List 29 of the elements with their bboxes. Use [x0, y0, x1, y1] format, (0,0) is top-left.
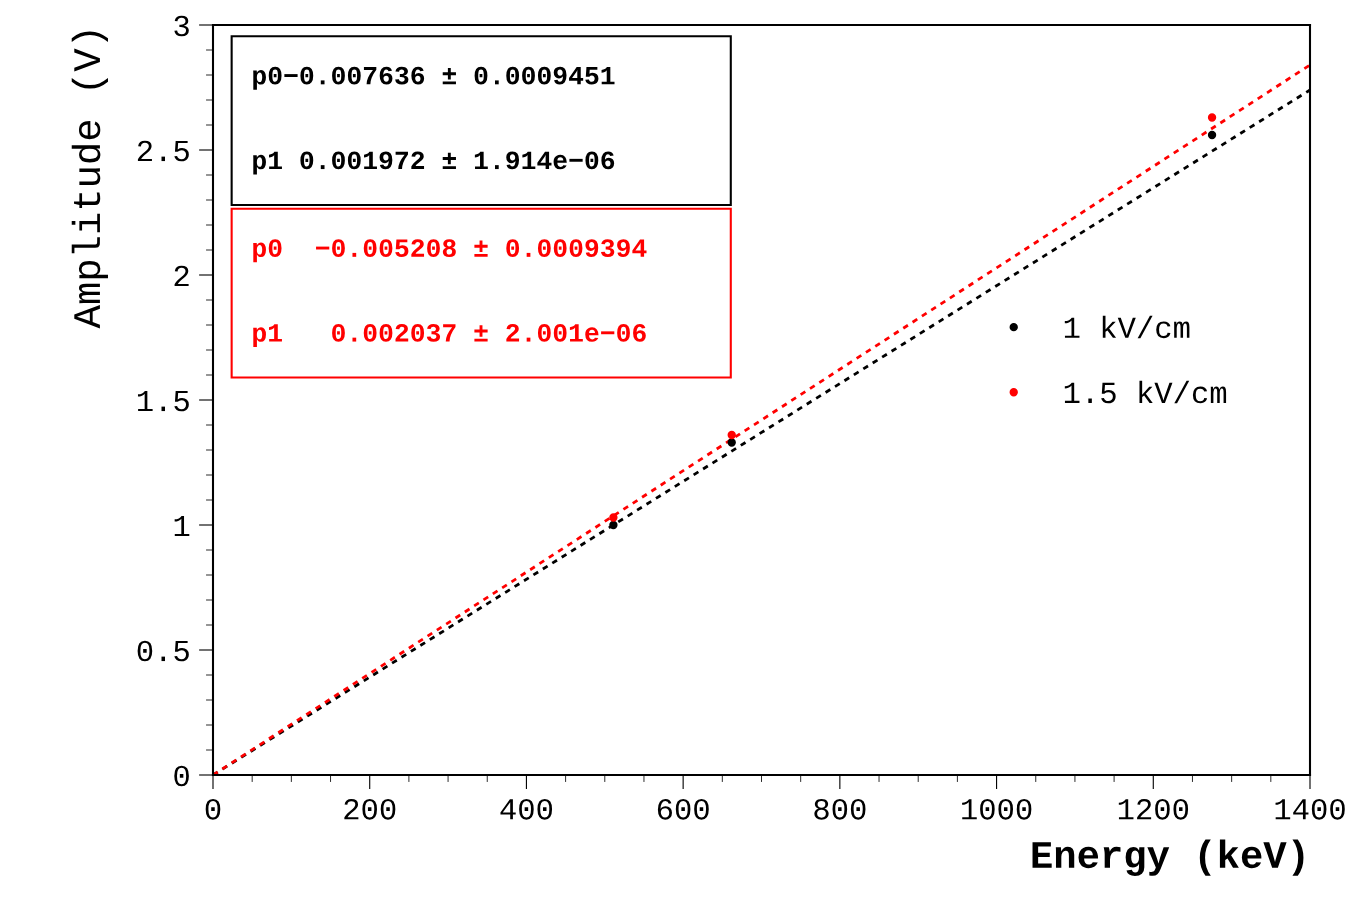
point	[1207, 130, 1217, 140]
annotation: p0−0.007636 ± 0.0009451	[253, 66, 615, 90]
x-tick-label: 200	[344, 798, 396, 820]
y-tick-label: 3	[174, 15, 189, 37]
x-tick-label: 1200	[1118, 798, 1189, 820]
x-tick-label: 1000	[962, 798, 1032, 820]
point	[1207, 113, 1217, 122]
x-tick-label: 400	[500, 798, 553, 820]
y-tick-label: 2	[174, 265, 189, 287]
x-tick-label: 1400	[1275, 798, 1345, 820]
legend-label: 1 kV/cm	[1064, 315, 1190, 339]
y-axis-title: Amplitude (V)	[71, 31, 108, 329]
annotation: p1 0.001972 ± 1.914e−06	[253, 151, 615, 175]
y-tick-label: 2.5	[137, 140, 189, 162]
point	[727, 438, 736, 447]
y-tick-label: 0	[174, 765, 189, 787]
x-tick-label: 0	[205, 798, 221, 820]
point	[609, 513, 618, 522]
x-tick-label: 600	[657, 798, 709, 820]
x-axis-title: Energy (keV)	[1032, 839, 1304, 877]
point	[609, 520, 618, 530]
y-tick-label: 1	[174, 515, 190, 537]
y-tick-label: 1.5	[137, 390, 189, 412]
point	[727, 430, 736, 440]
legend-label: 1.5 kV/cm	[1064, 380, 1227, 404]
x-tick-label: 800	[814, 798, 866, 820]
annotation: p1 0.002037 ± 2.001e−06	[253, 323, 646, 348]
y-tick-label: 0.5	[137, 640, 189, 662]
annotation: p0 −0.005208 ± 0.0009394	[253, 239, 647, 263]
